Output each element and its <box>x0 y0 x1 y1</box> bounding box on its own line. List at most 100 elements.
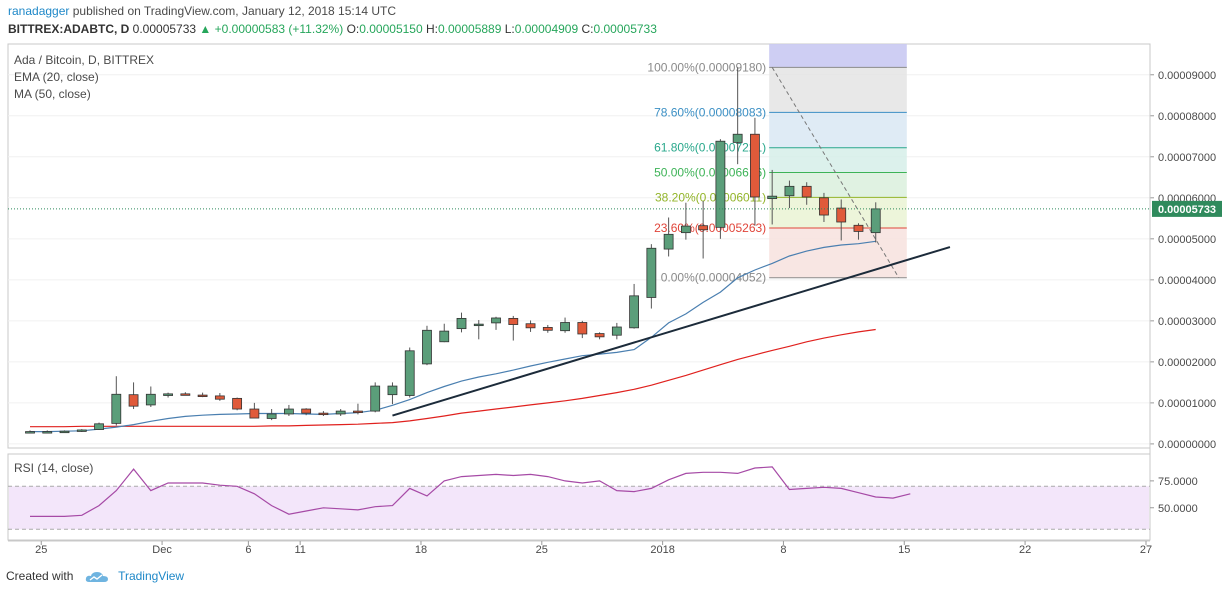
close-label: C: <box>581 22 594 36</box>
x-tick-label: 11 <box>294 544 305 556</box>
candle <box>525 320 536 332</box>
candle <box>646 244 657 309</box>
candle-body <box>801 185 812 198</box>
candle <box>422 325 432 366</box>
legend-title: Ada / Bitcoin, D, BITTREX <box>14 53 154 67</box>
candle-body <box>422 329 432 365</box>
candle <box>283 404 294 417</box>
candle <box>145 386 156 407</box>
low-label: L: <box>504 22 515 36</box>
candle-body <box>301 408 312 414</box>
candle <box>715 139 726 239</box>
candle-body <box>145 393 156 406</box>
candle <box>680 202 691 240</box>
y-tick-label: 0.00005000 <box>1158 234 1216 246</box>
candle <box>387 382 398 405</box>
candle <box>819 192 829 223</box>
rsi-band <box>9 486 1149 530</box>
candle <box>301 408 312 416</box>
candle-body <box>404 350 415 396</box>
candle-body <box>439 330 450 343</box>
current-price-tag <box>1152 200 1222 217</box>
price-pane <box>7 43 1151 449</box>
ma50-line <box>30 328 876 428</box>
candle-body <box>163 393 173 396</box>
candle <box>784 180 795 209</box>
legend-rsi: RSI (14, close) <box>14 461 93 475</box>
author-link[interactable]: ranadagger <box>8 4 70 18</box>
candle-body <box>750 133 760 198</box>
candle <box>197 392 208 398</box>
y-tick-label: 0.00008000 <box>1158 111 1216 123</box>
legend-ema: EMA (20, close) <box>14 70 99 84</box>
last-price: 0.00005733 <box>132 22 197 36</box>
candle-body <box>594 333 605 338</box>
legend-ma: MA (50, close) <box>14 87 91 101</box>
fib-anchor-line <box>771 67 900 278</box>
candle-body <box>629 295 639 329</box>
candle <box>629 283 639 329</box>
candle-body <box>214 395 225 400</box>
candle-body <box>94 423 104 430</box>
close-value: 0.00005733 <box>593 22 657 36</box>
y-tick-label: 0.00001000 <box>1158 398 1216 410</box>
symbol-quote-line: BITTREX:ADABTC, D 0.00005733 ▲ +0.000005… <box>8 22 657 36</box>
candle-body <box>525 323 536 329</box>
candle-body <box>232 397 243 410</box>
current-price-label: 0.00005733 <box>1158 204 1216 216</box>
high-label: H: <box>425 22 438 36</box>
candle <box>491 316 501 330</box>
fib-level-label: 78.60%(0.00008083) <box>654 105 766 119</box>
x-tick-label: 18 <box>415 544 427 556</box>
candle-body <box>680 225 691 234</box>
candle <box>42 430 53 434</box>
high-value: 0.00005889 <box>437 22 502 36</box>
ema20-line <box>30 240 876 433</box>
candle <box>456 312 467 333</box>
candle <box>214 393 225 401</box>
candle <box>318 411 329 417</box>
tradingview-link[interactable]: TradingView <box>118 569 185 583</box>
candle-body <box>870 208 881 234</box>
candle <box>663 217 674 257</box>
candle <box>439 323 450 343</box>
candle-body <box>76 429 87 432</box>
candle-body <box>249 408 260 419</box>
low-value: 0.00004909 <box>514 22 579 36</box>
candle-body <box>698 225 709 231</box>
candle <box>128 382 139 410</box>
candle <box>611 322 622 340</box>
published-text: published on TradingView.com, January 12… <box>72 4 397 18</box>
candle-body <box>853 224 864 232</box>
candle <box>594 332 605 340</box>
candle-body <box>353 410 363 413</box>
candle-body <box>42 431 53 434</box>
fib-top-zone <box>769 44 907 68</box>
x-tick-label: 22 <box>1019 544 1031 556</box>
candle <box>801 182 812 205</box>
candle <box>163 392 173 398</box>
open-value: 0.00005150 <box>359 22 423 36</box>
candle <box>370 382 381 413</box>
x-tick-label: 8 <box>780 544 786 556</box>
candle-body <box>491 317 501 324</box>
fib-level-label: 61.80%(0.00007221) <box>654 141 766 155</box>
candle-body <box>560 322 570 332</box>
candle <box>560 317 570 333</box>
candle <box>232 397 243 411</box>
candle-body <box>318 412 329 416</box>
rsi-tick-label: 50.0000 <box>1158 503 1198 515</box>
candle <box>732 67 743 165</box>
candle <box>542 324 553 333</box>
candle-body <box>542 327 553 331</box>
candle <box>853 223 864 240</box>
y-tick-label: 0.00000000 <box>1158 439 1216 451</box>
fib-level-label: 23.60%(0.00005263) <box>654 221 766 235</box>
candle <box>59 430 70 434</box>
y-tick-label: 0.00003000 <box>1158 316 1216 328</box>
y-tick-label: 0.00002000 <box>1158 357 1216 369</box>
candle <box>249 402 260 419</box>
candle-body <box>663 233 674 250</box>
footer: Created with TradingView <box>6 569 184 583</box>
